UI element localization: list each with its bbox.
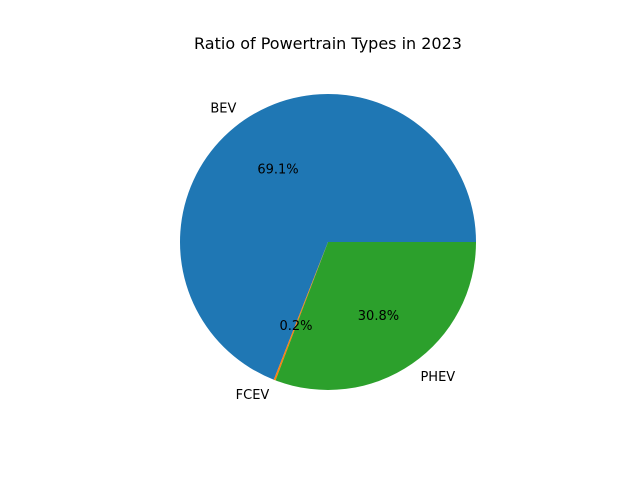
pie-slice-phev	[275, 242, 476, 391]
slice-percent-fcev: 0.2%	[279, 319, 312, 334]
pie-labels: BEV 69.1% FCEV 0.2% PHEV 30.8%	[210, 101, 455, 402]
slice-label-bev: BEV	[210, 101, 236, 116]
pie-slice-fcev	[273, 242, 328, 381]
chart-title: Ratio of Powertrain Types in 2023	[194, 34, 462, 53]
slice-percent-phev: 30.8%	[358, 309, 399, 324]
slice-percent-bev: 69.1%	[257, 163, 298, 178]
pie-slices	[180, 94, 476, 391]
slice-label-phev: PHEV	[420, 370, 455, 385]
slice-label-fcev: FCEV	[236, 388, 270, 403]
pie-slice-bev	[180, 94, 476, 380]
